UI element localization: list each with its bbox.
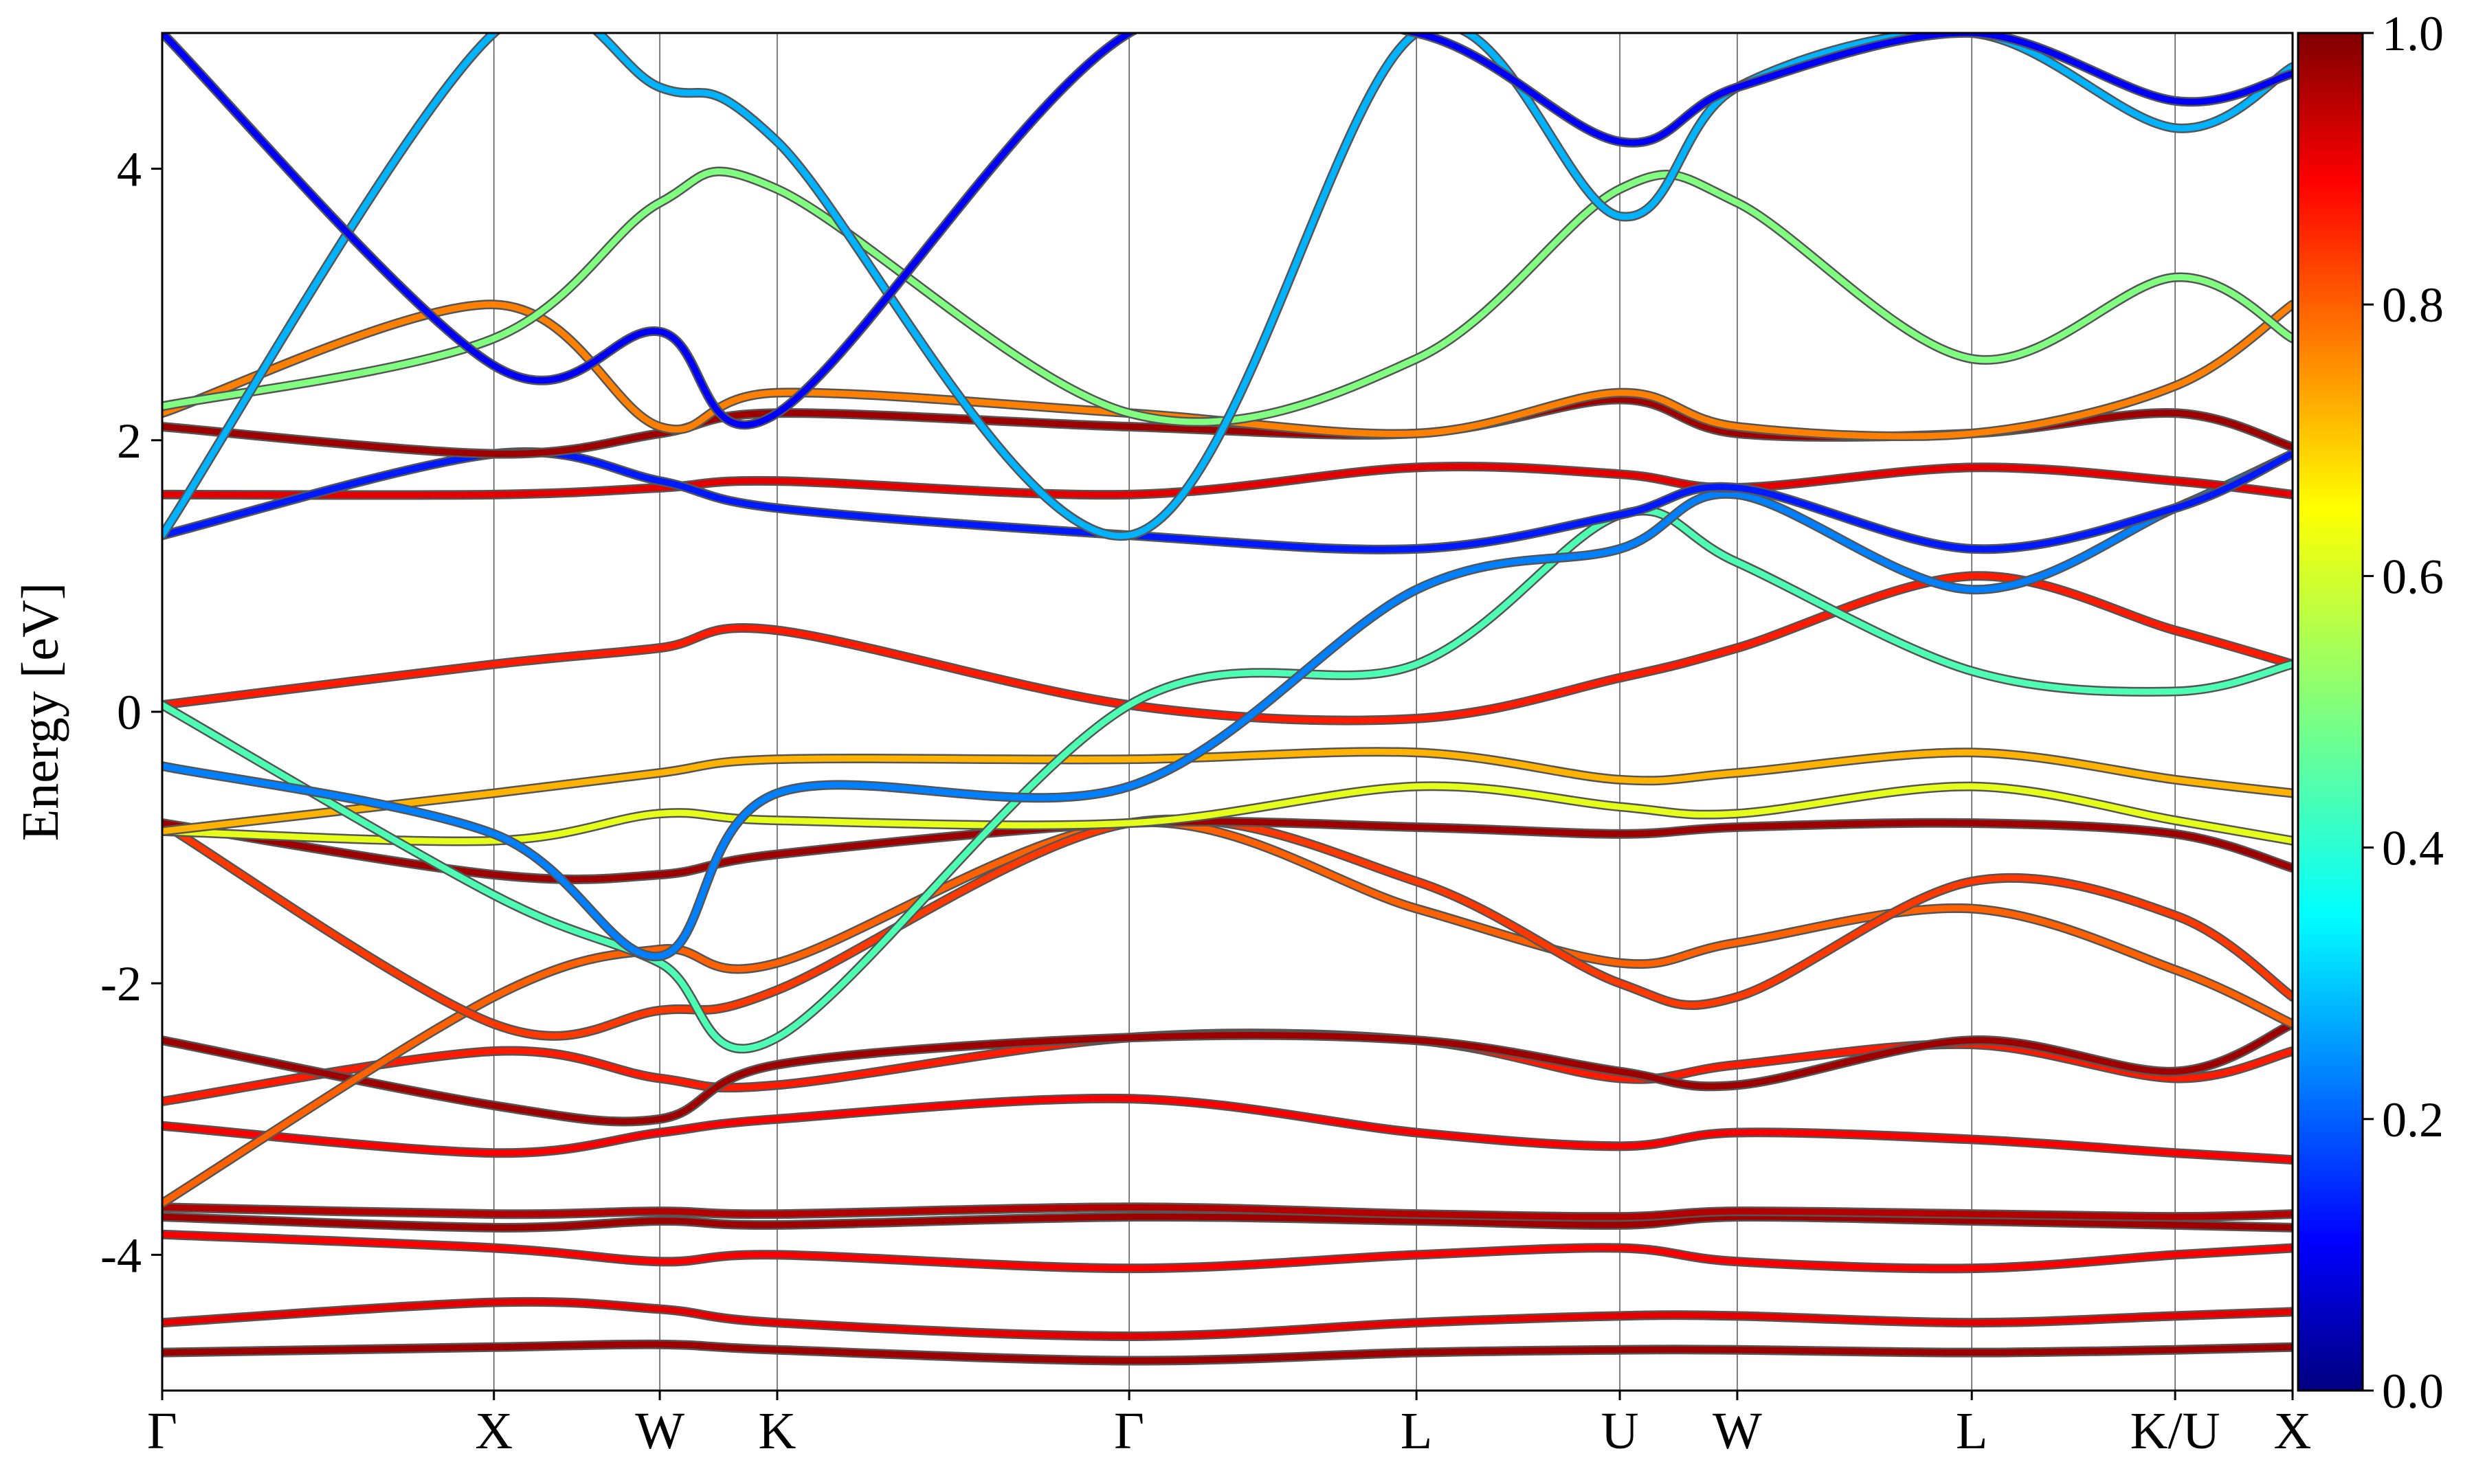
y-tick-label: 2 — [117, 414, 142, 469]
x-tick-label: W — [1713, 1402, 1762, 1460]
band-line-3 — [162, 1213, 2293, 1231]
x-tick-label: X — [2274, 1402, 2312, 1460]
colorbar-tick-label: 0.8 — [2382, 278, 2444, 333]
x-tick-label: Γ — [1114, 1402, 1144, 1460]
colorbar-tick-label: 0.4 — [2382, 821, 2444, 876]
y-axis-label: Energy [eV] — [12, 583, 69, 841]
x-tick-label: L — [1401, 1402, 1432, 1460]
band-line-10 — [162, 818, 2293, 883]
band-line-19 — [162, 301, 2293, 440]
y-tick-label: 0 — [117, 685, 142, 740]
band-line-2 — [162, 1231, 2293, 1272]
x-tick-label: X — [475, 1402, 513, 1460]
band-outline-13 — [162, 571, 2293, 726]
x-tick-label: Γ — [147, 1402, 177, 1460]
band-line-11 — [162, 783, 2293, 844]
band-line-13 — [162, 572, 2293, 724]
band-line-12 — [162, 748, 2293, 835]
band-line-8 — [162, 819, 2293, 1206]
band-line-5 — [162, 1095, 2293, 1163]
band-line-20 — [162, 168, 2293, 425]
colorbar-tick-label: 1.0 — [2382, 6, 2444, 61]
x-tick-label: L — [1956, 1402, 1987, 1460]
band-line-16 — [162, 463, 2293, 499]
k-point-gridlines — [493, 33, 2176, 1391]
band-line-1 — [162, 1298, 2293, 1340]
colorbar: 0.0 0.2 0.4 0.6 0.8 1.0 — [2297, 6, 2444, 1419]
band-line-17 — [162, 449, 2293, 553]
band-outline-20 — [162, 166, 2293, 427]
band-series — [162, 33, 2293, 1366]
x-tick-label: U — [1601, 1402, 1639, 1460]
band-line-9 — [162, 816, 2293, 1039]
colorbar-tick-label: 0.2 — [2382, 1092, 2444, 1147]
y-tick-label: 4 — [117, 142, 142, 197]
band-line-0 — [162, 1341, 2293, 1364]
x-tick-label: K/U — [2130, 1402, 2220, 1460]
colorbar-ticks: 0.0 0.2 0.4 0.6 0.8 1.0 — [2363, 6, 2444, 1419]
x-tick-label: K — [759, 1402, 796, 1460]
band-line-4 — [162, 1204, 2293, 1220]
y-axis-ticks: -4 -2 0 2 4 — [100, 142, 162, 1283]
colorbar-tick-label: 0.6 — [2382, 549, 2444, 604]
band-line-7 — [162, 1020, 2293, 1125]
colorbar-tick-label: 0.0 — [2382, 1364, 2444, 1419]
band-line-21 — [162, 33, 2293, 539]
colorbar-gradient — [2297, 32, 2364, 1392]
y-tick-label: -4 — [100, 1228, 142, 1283]
x-axis-ticks: Γ X W K Γ L U W L K/U X — [147, 1391, 2311, 1460]
band-line-22 — [162, 33, 2293, 428]
y-tick-label: -2 — [100, 956, 142, 1011]
band-line-15 — [162, 451, 2293, 960]
x-tick-label: W — [635, 1402, 684, 1460]
